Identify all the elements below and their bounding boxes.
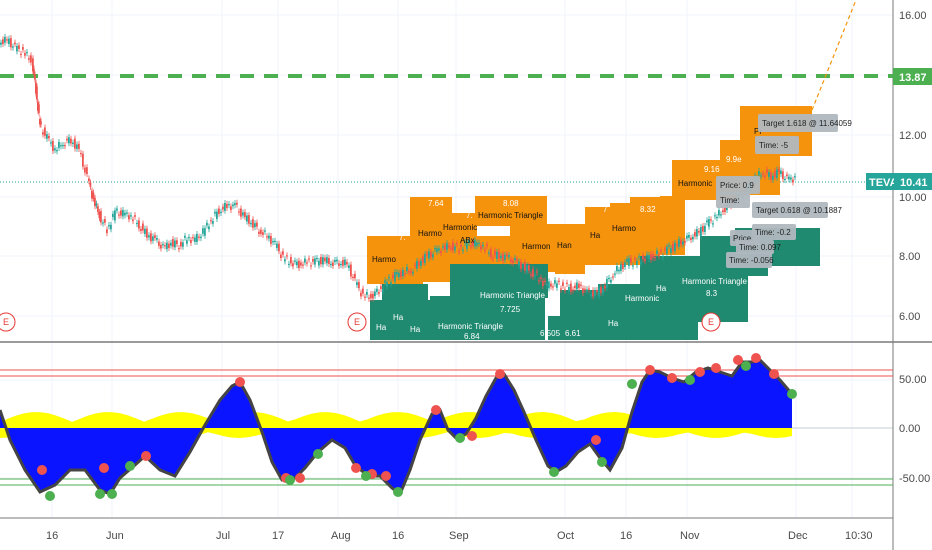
svg-text:Ha: Ha — [590, 231, 601, 240]
svg-text:Han: Han — [557, 241, 572, 250]
svg-text:Pr: Pr — [754, 127, 762, 136]
svg-text:Price: 0.9: Price: 0.9 — [720, 181, 754, 190]
svg-text:Jun: Jun — [106, 530, 124, 542]
svg-text:Harmo: Harmo — [612, 224, 637, 233]
svg-text:6.00: 6.00 — [899, 311, 920, 323]
svg-text:Harmo: Harmo — [372, 255, 397, 264]
svg-text:6.505: 6.505 — [540, 329, 561, 338]
svg-text:7.: 7. — [399, 233, 406, 242]
svg-text:Time: -0.2: Time: -0.2 — [755, 228, 791, 237]
svg-text:13.87: 13.87 — [899, 72, 927, 84]
oscillator-pivot-dots[interactable] — [37, 353, 797, 501]
svg-text:7.: 7. — [466, 211, 473, 220]
svg-text:8.32: 8.32 — [640, 205, 656, 214]
svg-text:10.41: 10.41 — [900, 177, 928, 189]
svg-text:16.00: 16.00 — [899, 10, 927, 22]
svg-text:Harmonic Triangle: Harmonic Triangle — [480, 291, 545, 300]
svg-text:Harmo: Harmo — [418, 229, 443, 238]
svg-text:Harmonic Triangle: Harmonic Triangle — [682, 277, 747, 286]
svg-text:Ha: Ha — [656, 284, 667, 293]
svg-text:Price:: Price: — [733, 234, 753, 243]
svg-text:Ha: Ha — [376, 323, 387, 332]
svg-text:Harmon: Harmon — [522, 242, 550, 251]
level-price-tag: 13.87 — [893, 68, 932, 85]
svg-text:9.9e: 9.9e — [726, 155, 742, 164]
oscillator-blue-area — [0, 360, 792, 494]
ticker-price-tag: TEVA 10.41 — [866, 173, 932, 190]
price-axis[interactable]: 16.00 12.00 10.00 8.00 6.00 — [899, 10, 927, 323]
svg-text:Harmonic Triangle: Harmonic Triangle — [438, 322, 503, 331]
svg-text:Harmonic: Harmonic — [443, 223, 477, 232]
svg-text:Target 0.618 @ 10.1887: Target 0.618 @ 10.1887 — [756, 206, 843, 215]
svg-text:Time: -0.056: Time: -0.056 — [729, 256, 774, 265]
svg-text:50.00: 50.00 — [899, 374, 927, 386]
svg-text:6.84: 6.84 — [464, 332, 480, 341]
svg-text:E: E — [354, 317, 360, 327]
svg-text:E: E — [3, 317, 9, 327]
svg-text:17: 17 — [272, 530, 284, 542]
svg-text:Jul: Jul — [216, 530, 230, 542]
svg-text:9.16: 9.16 — [704, 165, 720, 174]
svg-text:Oct: Oct — [557, 530, 574, 542]
svg-text:8.08: 8.08 — [503, 199, 519, 208]
svg-text:Harmonic Triangle: Harmonic Triangle — [478, 211, 543, 220]
oscillator-line[interactable] — [0, 358, 794, 497]
oscillator-axis[interactable]: 50.00 0.00 -50.00 — [899, 374, 930, 485]
svg-text:Harmonic: Harmonic — [625, 294, 659, 303]
svg-text:6.61: 6.61 — [565, 329, 581, 338]
time-axis[interactable]: 16 Jun Jul 17 Aug 16 Sep Oct 16 Nov Dec … — [46, 530, 873, 542]
svg-text:8.3: 8.3 — [706, 289, 718, 298]
svg-text:E: E — [708, 317, 714, 327]
svg-text:16: 16 — [392, 530, 404, 542]
svg-text:Target 1.618 @ 11.64059: Target 1.618 @ 11.64059 — [762, 119, 852, 128]
svg-text:10.00: 10.00 — [899, 192, 927, 204]
svg-text:10:30: 10:30 — [845, 530, 873, 542]
svg-text:16: 16 — [46, 530, 58, 542]
svg-text:Time:: Time: — [720, 196, 740, 205]
svg-text:TEVA: TEVA — [869, 177, 898, 189]
svg-text:16: 16 — [620, 530, 632, 542]
svg-text:-50.00: -50.00 — [899, 473, 930, 485]
svg-text:Nov: Nov — [680, 530, 700, 542]
svg-text:Sep: Sep — [449, 530, 469, 542]
svg-text:Time: 0.097: Time: 0.097 — [739, 243, 781, 252]
svg-text:Ha: Ha — [608, 319, 619, 328]
projection-line[interactable] — [811, 0, 857, 111]
svg-text:ABx: ABx — [460, 236, 475, 245]
orange-labels: 7. 7.64 7. 8.08 7 8.32 9.16 9.9e Harmo H… — [372, 127, 762, 264]
svg-text:Dec: Dec — [788, 530, 808, 542]
price-candles[interactable] — [0, 33, 796, 302]
target-tooltips[interactable]: Target 1.618 @ 11.64059 Time: -5 Price: … — [716, 114, 852, 268]
svg-text:Aug: Aug — [331, 530, 351, 542]
teal-labels: Ha Ha Ha Harmonic Triangle Harmonic Tria… — [376, 277, 747, 341]
svg-text:Ha: Ha — [393, 313, 404, 322]
svg-text:0.00: 0.00 — [899, 423, 920, 435]
svg-text:12.00: 12.00 — [899, 130, 927, 142]
svg-text:8.00: 8.00 — [899, 251, 920, 263]
svg-text:Ha: Ha — [410, 325, 421, 334]
svg-text:7: 7 — [603, 205, 608, 214]
earnings-markers[interactable]: E E E — [0, 312, 721, 332]
svg-text:Time: -5: Time: -5 — [759, 141, 789, 150]
svg-text:7.725: 7.725 — [500, 305, 521, 314]
svg-text:7.64: 7.64 — [428, 199, 444, 208]
svg-text:Harmonic: Harmonic — [678, 179, 712, 188]
